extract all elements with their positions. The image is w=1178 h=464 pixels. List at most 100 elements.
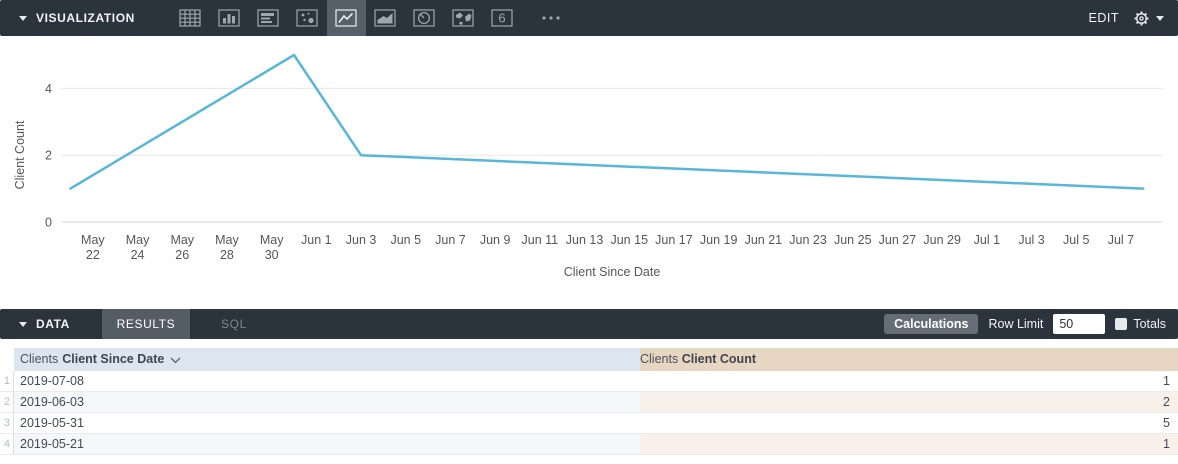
x-tick-label: Jul 1 [974, 233, 1000, 247]
cell-client-since-date[interactable]: 2019-06-03 [14, 392, 640, 412]
cell-client-count[interactable]: 5 [1163, 416, 1170, 430]
y-tick-label: 2 [45, 149, 52, 163]
x-tick-label: May 28 [215, 233, 239, 262]
cell-client-count[interactable]: 2 [640, 392, 1178, 412]
column-name: Client Since Date [62, 352, 165, 366]
visualization-collapse-caret-icon[interactable] [19, 15, 27, 21]
viz-bar-right-controls: EDIT [1089, 9, 1164, 28]
gear-icon [1134, 10, 1149, 26]
cell-client-since-date[interactable]: 2019-05-21 [14, 434, 640, 454]
scatter-plot-icon [296, 9, 319, 27]
table-row[interactable]: 1 2019-07-08 1 [0, 371, 1178, 392]
x-tick-label: Jun 17 [655, 233, 693, 247]
line-chart[interactable]: 0 2 4 Client Count May 22 May 24 May 26 May 28 May 30… [0, 36, 1178, 300]
data-header-bar: DATA RESULTS SQL Calculations Row Limit … [0, 309, 1178, 339]
table-row[interactable]: 4 2019-05-21 1 [0, 434, 1178, 455]
x-tick-label: Jun 25 [834, 233, 872, 247]
x-tick-label: Jun 1 [301, 233, 332, 247]
x-axis-title: Client Since Date [564, 265, 661, 279]
totals-toggle[interactable]: Totals [1115, 317, 1166, 331]
totals-label: Totals [1133, 317, 1166, 331]
map-icon [452, 9, 475, 27]
viz-type-area-button[interactable] [366, 0, 405, 36]
viz-type-bar-button[interactable] [249, 0, 288, 36]
x-tick-label: Jun 27 [879, 233, 917, 247]
data-bar-right-controls: Calculations Row Limit Totals [884, 314, 1166, 334]
viz-type-map-button[interactable] [444, 0, 483, 36]
x-tick-label: Jul 5 [1063, 233, 1089, 247]
table-row[interactable]: 2 2019-06-03 2 [0, 392, 1178, 413]
cell-client-count[interactable]: 1 [640, 434, 1178, 454]
viz-type-switcher: 6 [171, 0, 571, 36]
row-limit-input[interactable] [1053, 314, 1106, 334]
tab-results[interactable]: RESULTS [101, 309, 190, 339]
viz-type-pie-button[interactable] [405, 0, 444, 36]
x-tick-label: Jun 9 [480, 233, 511, 247]
single-value-glyph: 6 [499, 11, 506, 26]
data-collapse-caret-icon[interactable] [19, 321, 27, 327]
pie-chart-icon [413, 9, 436, 27]
row-number: 4 [0, 434, 14, 454]
viz-type-line-button[interactable] [326, 0, 366, 36]
x-tick-label: May 22 [81, 233, 105, 262]
row-number: 3 [0, 413, 14, 433]
column-prefix: Clients [20, 352, 59, 366]
x-tick-label: Jun 23 [789, 233, 827, 247]
y-tick-label: 4 [45, 82, 52, 96]
row-limit-label: Row Limit [988, 317, 1044, 331]
tab-sql[interactable]: SQL [221, 317, 247, 331]
sort-desc-chevron-icon [170, 357, 181, 364]
results-table: Clients Client Since Date Clients Client… [0, 348, 1178, 455]
gear-caret-icon [1156, 15, 1164, 21]
x-tick-label: May 30 [260, 233, 284, 262]
x-tick-label: Jun 29 [923, 233, 961, 247]
viz-type-table-button[interactable] [171, 0, 210, 36]
row-number: 2 [0, 392, 14, 412]
cell-client-since-date[interactable]: 2019-07-08 [20, 374, 84, 388]
column-chart-icon [218, 9, 241, 27]
visualization-header-bar: VISUALIZATION [0, 0, 1178, 36]
table-header-row: Clients Client Since Date Clients Client… [0, 348, 1178, 371]
row-number-gutter-header [0, 348, 14, 371]
column-name: Client Count [681, 352, 756, 366]
table-row[interactable]: 3 2019-05-31 5 [0, 413, 1178, 434]
x-tick-label: Jun 21 [745, 233, 783, 247]
column-header-client-since-date[interactable]: Clients Client Since Date [14, 348, 640, 371]
x-tick-label: May 26 [170, 233, 194, 262]
chart-panel: 0 2 4 Client Count May 22 May 24 May 26 May 28 May 30… [0, 36, 1178, 300]
totals-checkbox[interactable] [1115, 318, 1128, 330]
bar-chart-icon [257, 9, 280, 27]
x-tick-label: Jul 7 [1108, 233, 1134, 247]
viz-type-single-value-button[interactable]: 6 [483, 0, 522, 36]
x-tick-label: Jun 13 [566, 233, 604, 247]
calculations-button[interactable]: Calculations [884, 314, 979, 334]
table-icon [179, 9, 202, 27]
x-tick-label: Jun 3 [346, 233, 377, 247]
column-header-client-count[interactable]: Clients Client Count [640, 348, 1178, 371]
line-chart-icon [335, 9, 358, 27]
row-number: 1 [0, 371, 14, 391]
x-tick-label: May 24 [126, 233, 150, 262]
ellipsis-icon [542, 16, 561, 20]
x-tick-label: Jun 5 [390, 233, 421, 247]
column-prefix: Clients [640, 352, 679, 366]
data-bar-title: DATA [36, 317, 70, 331]
x-tick-label: Jul 3 [1018, 233, 1044, 247]
viz-type-more-button[interactable] [532, 0, 571, 36]
x-tick-label: Jun 15 [610, 233, 648, 247]
cell-client-since-date[interactable]: 2019-05-31 [20, 416, 84, 430]
area-chart-icon [374, 9, 397, 27]
x-tick-label: Jun 19 [700, 233, 738, 247]
data-tabs: RESULTS SQL [101, 309, 278, 339]
viz-type-scatter-button[interactable] [288, 0, 327, 36]
edit-button[interactable]: EDIT [1088, 11, 1119, 25]
y-axis-title: Client Count [13, 120, 27, 189]
x-tick-label: Jun 11 [522, 233, 559, 247]
data-series-line [69, 53, 1145, 190]
single-value-icon: 6 [491, 9, 514, 27]
visualization-bar-title: VISUALIZATION [36, 11, 135, 25]
viz-settings-button[interactable] [1132, 9, 1164, 28]
viz-type-column-button[interactable] [210, 0, 249, 36]
cell-client-count[interactable]: 1 [1163, 374, 1170, 388]
